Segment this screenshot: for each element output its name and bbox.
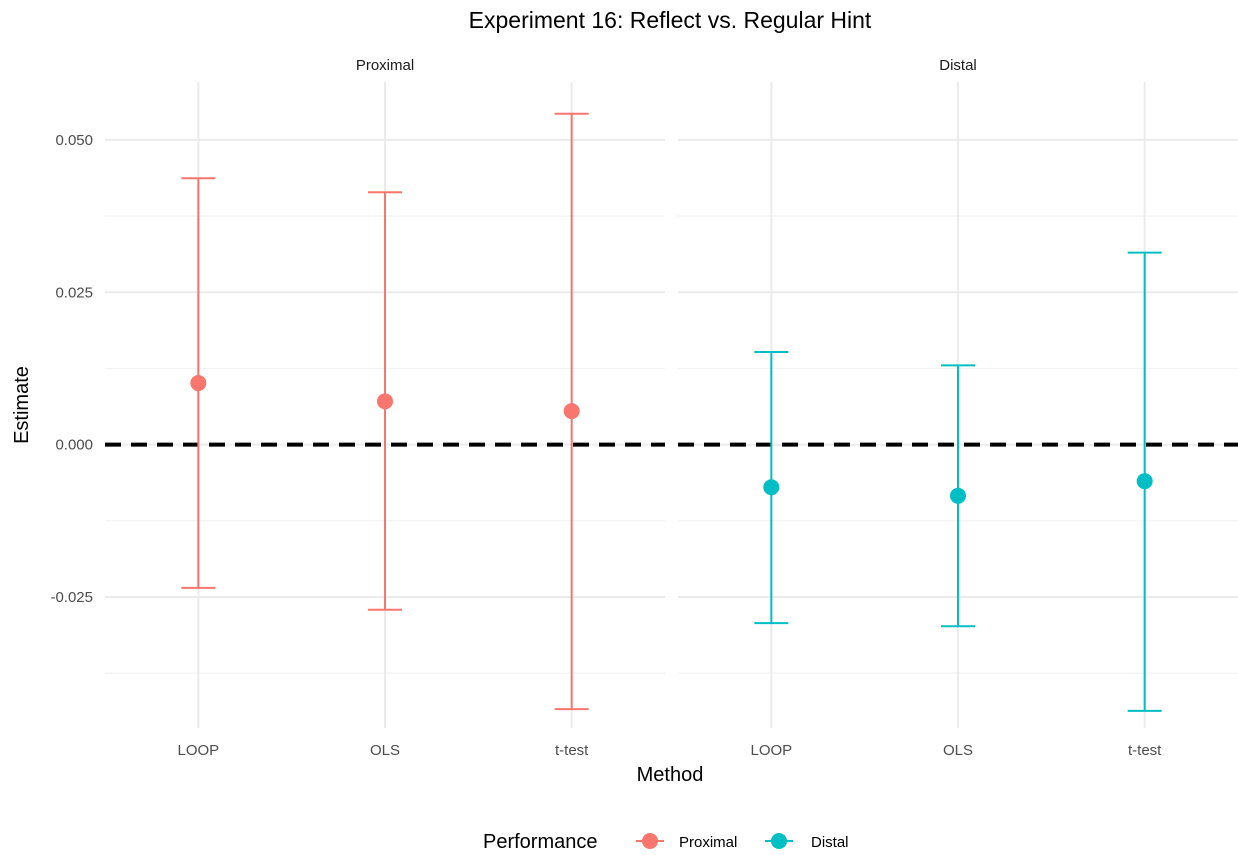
legend-title: Performance — [483, 831, 598, 853]
x-tick-label: OLS — [943, 742, 973, 759]
marks-layer — [181, 112, 1162, 712]
panel-strip-label: Proximal — [356, 57, 414, 74]
x-tick-label: t-test — [555, 742, 589, 759]
legend-label: Distal — [811, 834, 849, 851]
estimate-point — [1136, 473, 1153, 490]
y-axis-title: Estimate — [11, 366, 33, 444]
estimate-point — [763, 479, 780, 496]
legend-key-point — [642, 833, 658, 849]
x-tick-label: LOOP — [750, 742, 792, 759]
chart-title: Experiment 16: Reflect vs. Regular Hint — [469, 7, 872, 33]
panel-strip-label: Distal — [939, 57, 977, 74]
x-tick-label: OLS — [370, 742, 400, 759]
text-layer: Experiment 16: Reflect vs. Regular Hint … — [11, 7, 1162, 786]
estimate-point — [190, 375, 207, 392]
estimate-point — [950, 487, 966, 504]
x-tick-label: LOOP — [177, 742, 219, 759]
x-axis-title: Method — [637, 764, 704, 786]
estimate-point — [377, 393, 393, 410]
y-tick-label: -0.025 — [50, 589, 93, 606]
y-tick-label: 0.000 — [55, 437, 93, 454]
legend: Performance Proximal Distal — [483, 831, 849, 853]
legend-key-point — [771, 833, 787, 849]
y-tick-label: 0.025 — [55, 284, 93, 301]
estimate-point — [563, 403, 580, 420]
y-tick-label: 0.050 — [55, 132, 93, 149]
grid-layer — [105, 82, 1238, 728]
legend-label: Proximal — [679, 834, 737, 851]
x-tick-label: t-test — [1128, 742, 1162, 759]
